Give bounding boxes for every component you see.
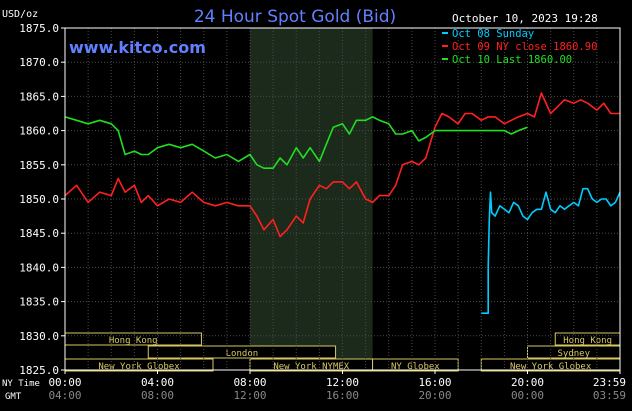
session-label: Hong Kong [563,336,612,346]
x-tick-label-ny: 12:00 [326,376,359,389]
y-tick-label: 1850.0 [19,193,59,206]
session-box [147,345,337,359]
session-label: NY Globex [391,362,440,372]
market-sessions: Hong Kong London New York Globex New York N… [64,332,621,372]
x-tick-label-gmt: 12:00 [233,389,266,402]
session-label: New York NYMEX [273,362,349,372]
x-tick-label-ny: 00:00 [48,376,81,389]
y-tick-label: 1855.0 [19,159,59,172]
y-tick-label: 1835.0 [19,296,59,309]
y-tick-label: 1845.0 [19,227,59,240]
x-tick-label-gmt: 00:00 [511,389,544,402]
series-layer [64,92,621,315]
series-line [64,116,528,169]
y-tick-label: 1840.0 [19,261,59,274]
session-label: London [226,349,259,359]
ny-time-label: NY Time [2,379,40,389]
session-label: Sydney [557,349,590,359]
unit-label: USD/oz [2,9,38,20]
x-tick-label-ny: 04:00 [141,376,174,389]
timestamp: October 10, 2023 19:28 [452,12,598,25]
y-tick-label: 1825.0 [19,364,59,377]
y-tick-label: 1860.0 [19,125,59,138]
y-tick-label: 1870.0 [19,56,59,69]
x-tick-label-gmt: 03:59 [593,389,626,402]
legend-entry: Oct 09 NY close 1860.90 [452,41,597,53]
y-tick-label: 1875.0 [19,22,59,35]
x-tick-label-gmt: 04:00 [48,389,81,402]
y-tick-label: 1865.0 [19,90,59,103]
x-tick-label-ny: 08:00 [233,376,266,389]
session-label: Hong Kong [109,336,158,346]
legend-entry: Oct 08 Sunday [452,28,534,40]
gmt-label: GMT [5,392,22,402]
x-tick-label-ny: 16:00 [418,376,451,389]
x-tick-label-gmt: 08:00 [141,389,174,402]
x-tick-label-gmt: 16:00 [326,389,359,402]
x-tick-label-ny: 20:00 [511,376,544,389]
axes: 1875.0 1870.0 1865.0 1860.0 1855.0 1850.0 1845… [19,22,626,402]
session-label: New York Globex [98,362,180,372]
series-line [64,92,620,238]
x-tick-label-gmt: 20:00 [418,389,451,402]
website-label: www.kitco.com [69,38,206,57]
y-tick-label: 1830.0 [19,330,59,343]
chart-title: 24 Hour Spot Gold (Bid) [194,7,396,27]
x-tick-label-ny: 23:59 [593,376,626,389]
legend-entry: Oct 10 Last 1860.00 [452,54,572,66]
series-line [481,187,621,315]
